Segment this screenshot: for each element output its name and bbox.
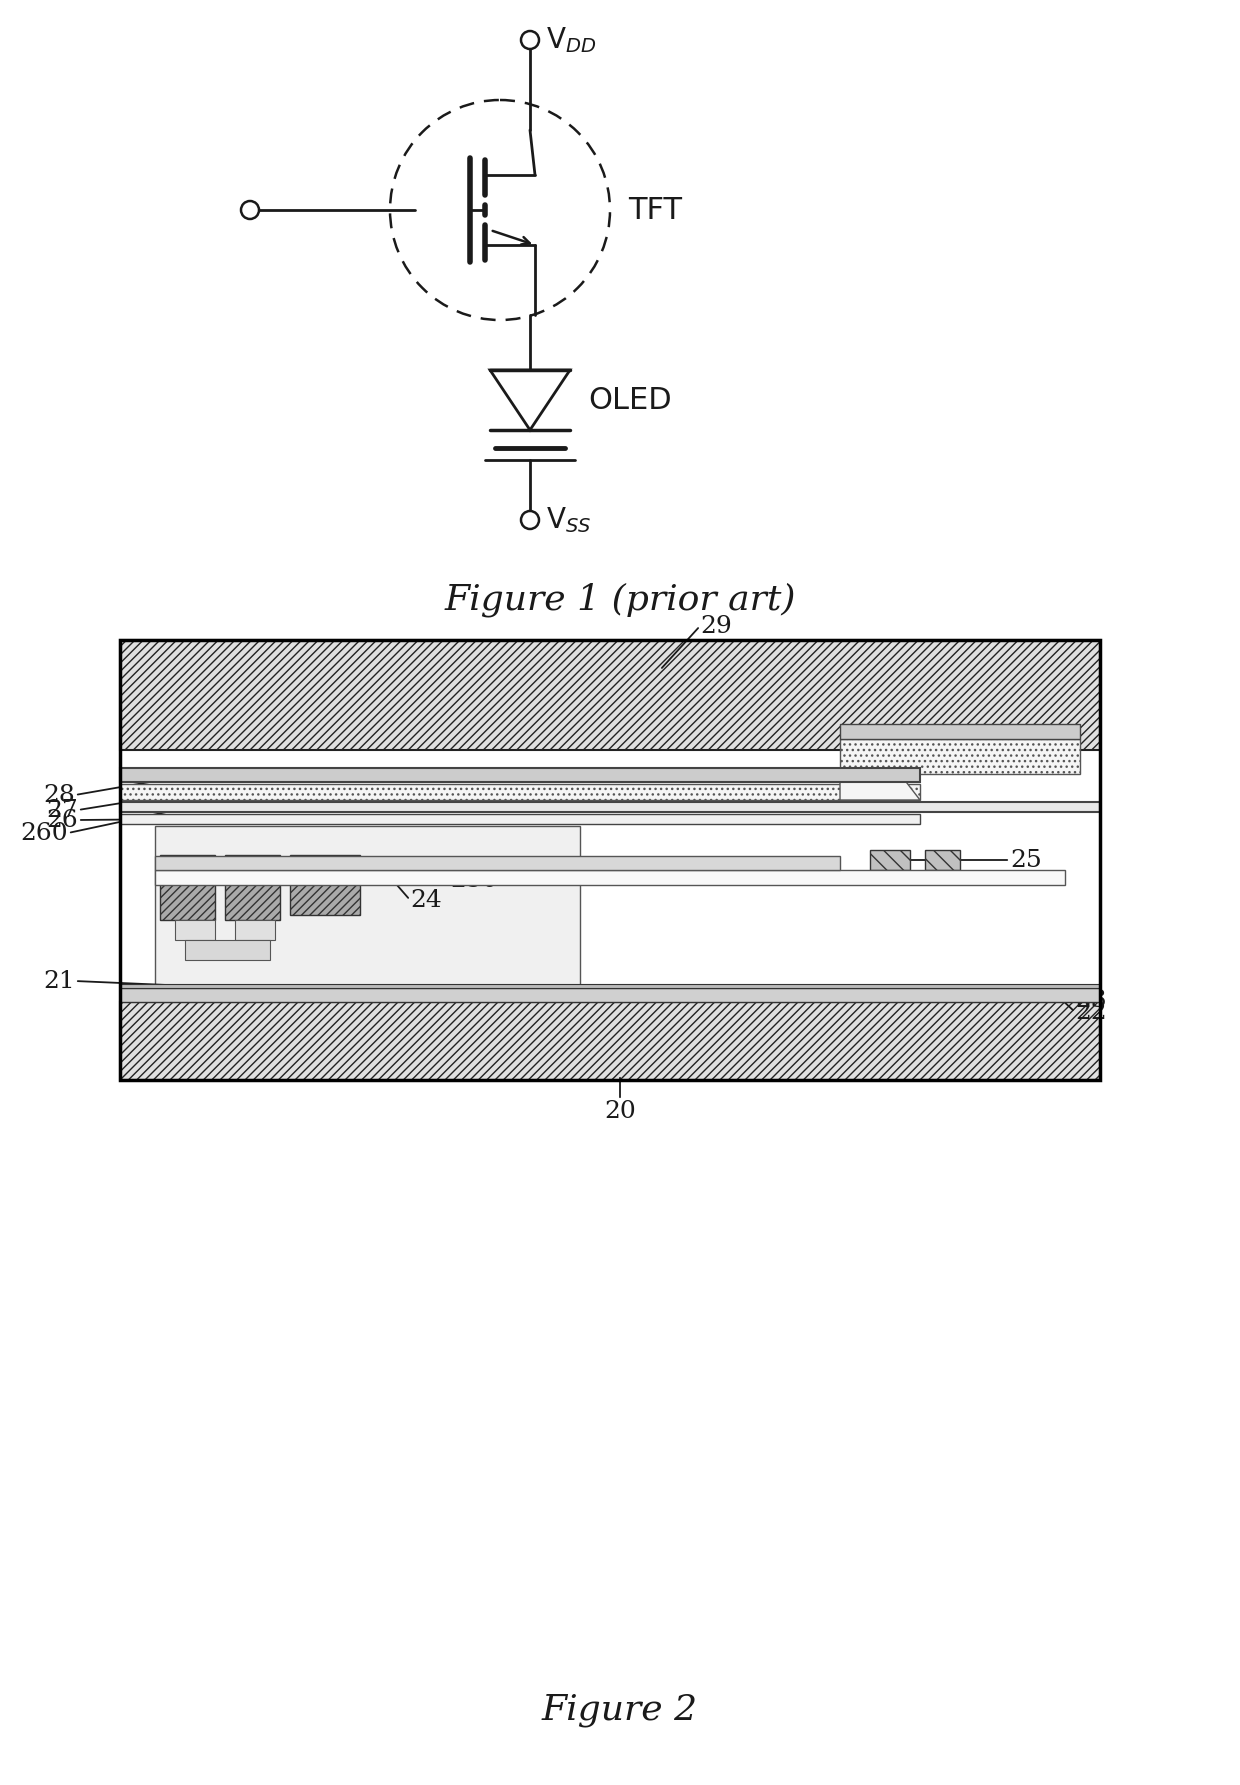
Bar [120,1001,1100,1080]
Text: 20: 20 [604,1100,636,1123]
Text: TFT: TFT [627,196,682,225]
Bar [290,855,360,880]
Text: V$_{SS}$: V$_{SS}$ [546,505,591,536]
Bar [155,826,580,985]
Text: 26: 26 [46,809,78,832]
Text: V$_{DD}$: V$_{DD}$ [546,25,596,55]
Bar [236,919,275,941]
Polygon shape [839,775,920,800]
Text: 22: 22 [1075,1001,1107,1023]
Bar [839,739,1080,775]
Bar [155,857,839,869]
Bar [120,768,920,782]
Text: 250: 250 [450,869,497,891]
Bar [155,869,1065,885]
Text: 25: 25 [1011,848,1042,871]
Bar [120,641,1100,1080]
Text: OLED: OLED [588,386,672,414]
Text: 27: 27 [46,798,78,821]
Text: Figure 1 (prior art): Figure 1 (prior art) [444,582,796,618]
Bar [120,814,920,825]
Text: 23: 23 [1075,989,1107,1012]
Bar [925,850,960,869]
Bar [120,801,1100,812]
Text: 21: 21 [43,969,74,992]
Bar [224,855,280,919]
Bar [839,725,1080,739]
Bar [120,784,920,800]
Bar [175,919,215,941]
Bar [160,855,215,919]
Bar [120,984,1100,989]
Text: 260: 260 [20,821,68,844]
Bar [120,989,1100,1001]
Text: 24: 24 [410,889,441,912]
Bar [870,850,910,869]
Bar [185,941,270,960]
Text: Figure 2: Figure 2 [542,1692,698,1728]
Bar [120,641,1100,750]
Bar [290,880,360,916]
Text: 28: 28 [43,784,74,807]
Text: 29: 29 [701,614,732,637]
